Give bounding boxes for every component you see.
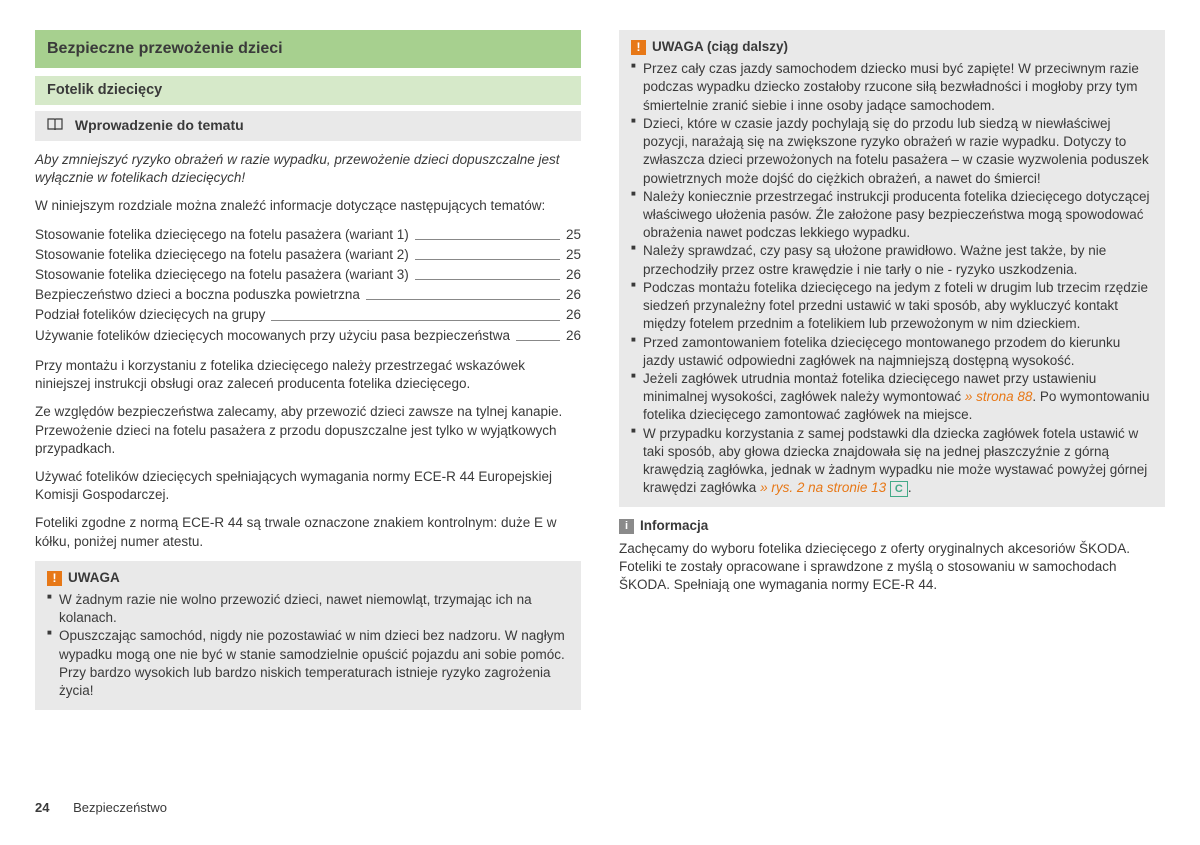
- toc-label: Stosowanie fotelika dziecięcego na fotel…: [35, 246, 409, 264]
- cross-reference: » rys. 2 na stronie 13: [760, 480, 886, 495]
- warning-icon: !: [47, 571, 62, 586]
- toc-page: 26: [566, 306, 581, 324]
- toc-leader: [271, 320, 560, 321]
- warning-bullet: Podczas montażu fotelika dziecięcego na …: [631, 279, 1153, 334]
- toc-leader: [415, 279, 560, 280]
- toc-label: Podział fotelików dziecięcych na grupy: [35, 306, 265, 324]
- toc-page: 26: [566, 266, 581, 284]
- body-paragraph: Przy montażu i korzystaniu z fotelika dz…: [35, 357, 581, 393]
- toc-row: Podział fotelików dziecięcych na grupy 26: [35, 306, 581, 324]
- warning-bullet: W przypadku korzystania z samej podstawk…: [631, 425, 1153, 498]
- warning-icon: !: [631, 40, 646, 55]
- warning-bullet: Jeżeli zagłówek utrudnia montaż fotelika…: [631, 370, 1153, 425]
- toc-label: Stosowanie fotelika dziecięcego na fotel…: [35, 266, 409, 284]
- warning-bullet: Opuszczając samochód, nigdy nie pozostaw…: [47, 627, 569, 700]
- warning-bullet: Przez cały czas jazdy samochodem dziecko…: [631, 60, 1153, 115]
- toc-leader: [415, 259, 560, 260]
- page-number: 24: [35, 800, 49, 815]
- table-of-contents: Stosowanie fotelika dziecięcego na fotel…: [35, 226, 581, 345]
- page-footer: 24 Bezpieczeństwo: [35, 799, 167, 817]
- toc-page: 26: [566, 327, 581, 345]
- reference-badge: C: [890, 481, 908, 497]
- toc-row: Bezpieczeństwo dzieci a boczna poduszka …: [35, 286, 581, 304]
- toc-row: Stosowanie fotelika dziecięcego na fotel…: [35, 226, 581, 244]
- warning-bullet: Przed zamontowaniem fotelika dziecięcego…: [631, 334, 1153, 370]
- info-paragraph: Zachęcamy do wyboru fotelika dziecięcego…: [619, 540, 1165, 595]
- toc-label: Bezpieczeństwo dzieci a boczna poduszka …: [35, 286, 360, 304]
- info-heading: iInformacja: [619, 517, 1165, 535]
- toc-row: Stosowanie fotelika dziecięcego na fotel…: [35, 246, 581, 264]
- chapter-title: Bezpieczne przewożenie dzieci: [35, 30, 581, 68]
- body-paragraph: Foteliki zgodne z normą ECE-R 44 są trwa…: [35, 514, 581, 550]
- toc-row: Stosowanie fotelika dziecięcego na fotel…: [35, 266, 581, 284]
- warning-bullet: Należy koniecznie przestrzegać instrukcj…: [631, 188, 1153, 243]
- subsection-title: Wprowadzenie do tematu: [35, 111, 581, 141]
- book-icon: [47, 118, 67, 134]
- warning-bullet: W żadnym razie nie wolno przewozić dziec…: [47, 591, 569, 627]
- section-title: Fotelik dziecięcy: [35, 76, 581, 106]
- body-paragraph: Używać fotelików dziecięcych spełniający…: [35, 468, 581, 504]
- cross-reference: » strona 88: [965, 389, 1033, 404]
- toc-page: 26: [566, 286, 581, 304]
- toc-leader: [516, 340, 560, 341]
- warning-bullet: Dzieci, które w czasie jazdy pochylają s…: [631, 115, 1153, 188]
- toc-leader: [415, 239, 560, 240]
- footer-section: Bezpieczeństwo: [73, 800, 167, 815]
- warning-box: !UWAGA W żadnym razie nie wolno przewozi…: [35, 561, 581, 711]
- intro-italic: Aby zmniejszyć ryzyko obrażeń w razie wy…: [35, 151, 581, 187]
- body-paragraph: Ze względów bezpieczeństwa zalecamy, aby…: [35, 403, 581, 458]
- toc-page: 25: [566, 246, 581, 264]
- toc-row: Używanie fotelików dziecięcych mocowanyc…: [35, 327, 581, 345]
- toc-label: Używanie fotelików dziecięcych mocowanyc…: [35, 327, 510, 345]
- warning-heading: !UWAGA: [47, 569, 569, 587]
- toc-label: Stosowanie fotelika dziecięcego na fotel…: [35, 226, 409, 244]
- warning-bullet: Należy sprawdzać, czy pasy są ułożone pr…: [631, 242, 1153, 278]
- intro-paragraph: W niniejszym rozdziale można znaleźć inf…: [35, 197, 581, 215]
- warning-box-continued: !UWAGA (ciąg dalszy) Przez cały czas jaz…: [619, 30, 1165, 507]
- toc-page: 25: [566, 226, 581, 244]
- info-icon: i: [619, 519, 634, 534]
- warning-heading: !UWAGA (ciąg dalszy): [631, 38, 1153, 56]
- toc-leader: [366, 299, 560, 300]
